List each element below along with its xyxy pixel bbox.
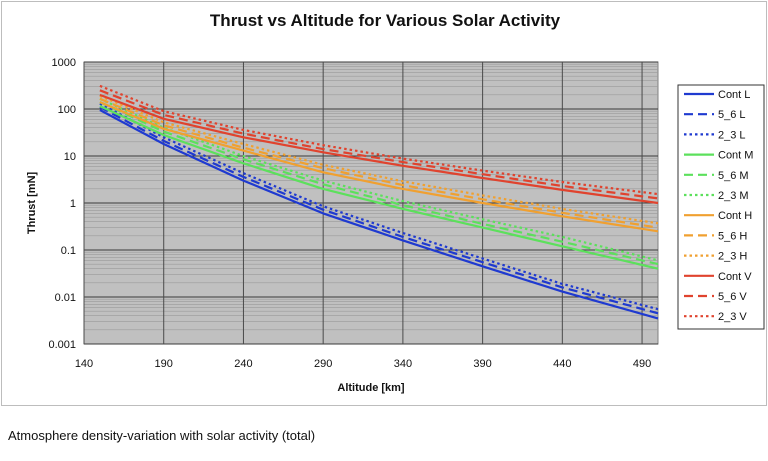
- series-line-5-6-v: [99, 89, 659, 200]
- series-line-5-6-l: [99, 106, 659, 315]
- legend-box: [677, 84, 765, 330]
- legend-label: Cont H: [718, 210, 752, 222]
- x-tick-label: 290: [314, 358, 332, 370]
- y-tick-label: 10: [64, 151, 76, 163]
- legend-label: Cont L: [718, 89, 750, 101]
- series-line-5-6-m: [99, 101, 659, 266]
- figure-caption: Atmosphere density-variation with solar …: [8, 428, 316, 443]
- legend-label: 5_6 L: [718, 109, 746, 121]
- series-group: [99, 84, 659, 320]
- legend-label: Cont M: [718, 150, 753, 162]
- y-tick-label: 0.01: [55, 292, 76, 304]
- x-tick-label: 440: [553, 358, 571, 370]
- y-tick-label: 1: [70, 198, 76, 210]
- legend-label: 2_3 V: [718, 311, 747, 323]
- series-line-cont-l: [99, 109, 659, 320]
- y-tick-label: 1000: [52, 57, 76, 69]
- axis-ticks: 0.001 0.01 0.1 1 10 100 1000 140 190 240 290 340 390…: [48, 57, 651, 370]
- series-line-2-3-l: [99, 102, 659, 311]
- series-line-cont-v: [99, 93, 659, 205]
- legend-label: 2_3 M: [718, 190, 749, 202]
- chart-title: Thrust vs Altitude for Various Solar Act…: [210, 11, 561, 30]
- y-tick-label: 0.1: [61, 245, 76, 257]
- x-tick-label: 140: [75, 358, 93, 370]
- series-line-cont-h: [99, 101, 659, 233]
- x-tick-label: 340: [394, 358, 412, 370]
- series-line-5-6-h: [99, 97, 659, 229]
- legend-label: 5_6 M: [718, 170, 749, 182]
- legend-label: 2_3 H: [718, 251, 747, 263]
- x-axis-label: Altitude [km]: [337, 382, 405, 394]
- x-tick-label: 390: [473, 358, 491, 370]
- x-tick-label: 240: [234, 358, 252, 370]
- legend-label: 5_6 H: [718, 230, 747, 242]
- legend: Cont L 5_6 L 2_3 L Cont M 5_6 M 2_3 M Cont H 5_…: [684, 89, 753, 323]
- series-line-cont-m: [99, 105, 659, 270]
- x-tick-label: 490: [633, 358, 651, 370]
- thrust-altitude-chart: Thrust vs Altitude for Various Solar Act…: [26, 11, 765, 394]
- legend-label: 5_6 V: [718, 291, 747, 303]
- chart-container: Thrust vs Altitude for Various Solar Act…: [1, 1, 767, 406]
- legend-label: 2_3 L: [718, 129, 746, 141]
- x-tick-label: 190: [155, 358, 173, 370]
- y-tick-label: 0.001: [48, 339, 76, 351]
- grid: [83, 61, 658, 345]
- series-line-2-3-h: [99, 94, 659, 225]
- legend-label: Cont V: [718, 271, 752, 283]
- y-tick-label: 100: [58, 104, 76, 116]
- y-axis-label: Thrust [mN]: [26, 172, 38, 235]
